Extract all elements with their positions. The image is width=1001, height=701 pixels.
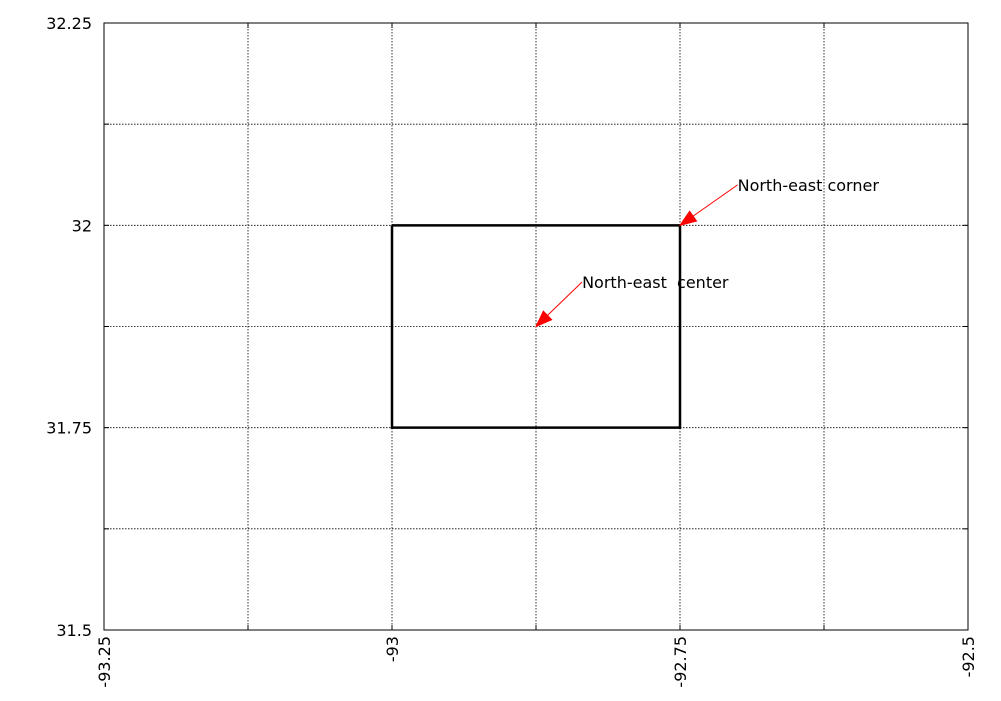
x-tick-label-3: -92.5 — [959, 636, 978, 677]
annotation-label-1: North-east center — [582, 273, 729, 292]
series — [390, 224, 682, 429]
annotations: North-east corner North-east center — [534, 176, 880, 328]
y-tick-label-0: 32.25 — [46, 14, 92, 33]
y-tick-label-2: 31.75 — [46, 419, 92, 438]
y-tick-label-3: 31.5 — [56, 621, 92, 640]
annotation-arrow-line-1 — [547, 281, 583, 316]
annotation-arrow-head-1 — [534, 310, 553, 328]
series-line-0 — [390, 224, 682, 429]
annotation-arrow-head-0 — [678, 210, 698, 227]
annotation-arrow-line-0 — [692, 184, 738, 217]
annotation-label-0: North-east corner — [738, 176, 880, 195]
x-tick-label-0: -93.25 — [95, 636, 114, 688]
x-tick-label-2: -92.75 — [671, 636, 690, 688]
y-tick-label-1: 32 — [72, 216, 92, 235]
axis-ticks: -93.25 -93 -92.75 -92.5 32.25 32 31.75 31.5 — [46, 14, 978, 688]
x-tick-label-1: -93 — [383, 636, 402, 662]
